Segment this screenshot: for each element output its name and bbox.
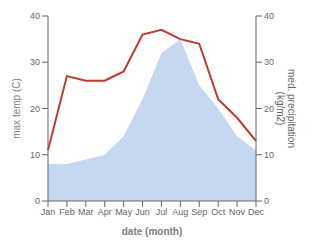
svg-text:20: 20 [30, 104, 40, 114]
svg-text:Dec: Dec [248, 207, 265, 217]
svg-text:10: 10 [30, 150, 40, 160]
svg-text:Sep: Sep [191, 207, 207, 217]
svg-text:Jun: Jun [135, 207, 150, 217]
svg-text:30: 30 [264, 57, 274, 67]
svg-text:0: 0 [35, 196, 40, 206]
svg-text:20: 20 [264, 104, 274, 114]
svg-text:max temp (C): max temp (C) [11, 78, 22, 139]
svg-text:Aug: Aug [172, 207, 188, 217]
svg-text:40: 40 [30, 11, 40, 21]
svg-text:med. precipitation(kg/m2): med. precipitation(kg/m2) [275, 69, 297, 148]
svg-text:10: 10 [264, 150, 274, 160]
svg-text:40: 40 [264, 11, 274, 21]
svg-text:Feb: Feb [59, 207, 75, 217]
svg-text:date (month): date (month) [122, 226, 183, 237]
svg-text:May: May [115, 207, 133, 217]
svg-text:Jan: Jan [41, 207, 56, 217]
svg-text:Oct: Oct [211, 207, 226, 217]
svg-text:Nov: Nov [229, 207, 246, 217]
svg-text:30: 30 [30, 57, 40, 67]
svg-text:0: 0 [264, 196, 269, 206]
svg-text:Jul: Jul [156, 207, 168, 217]
svg-text:Apr: Apr [98, 207, 112, 217]
svg-text:Mar: Mar [78, 207, 94, 217]
